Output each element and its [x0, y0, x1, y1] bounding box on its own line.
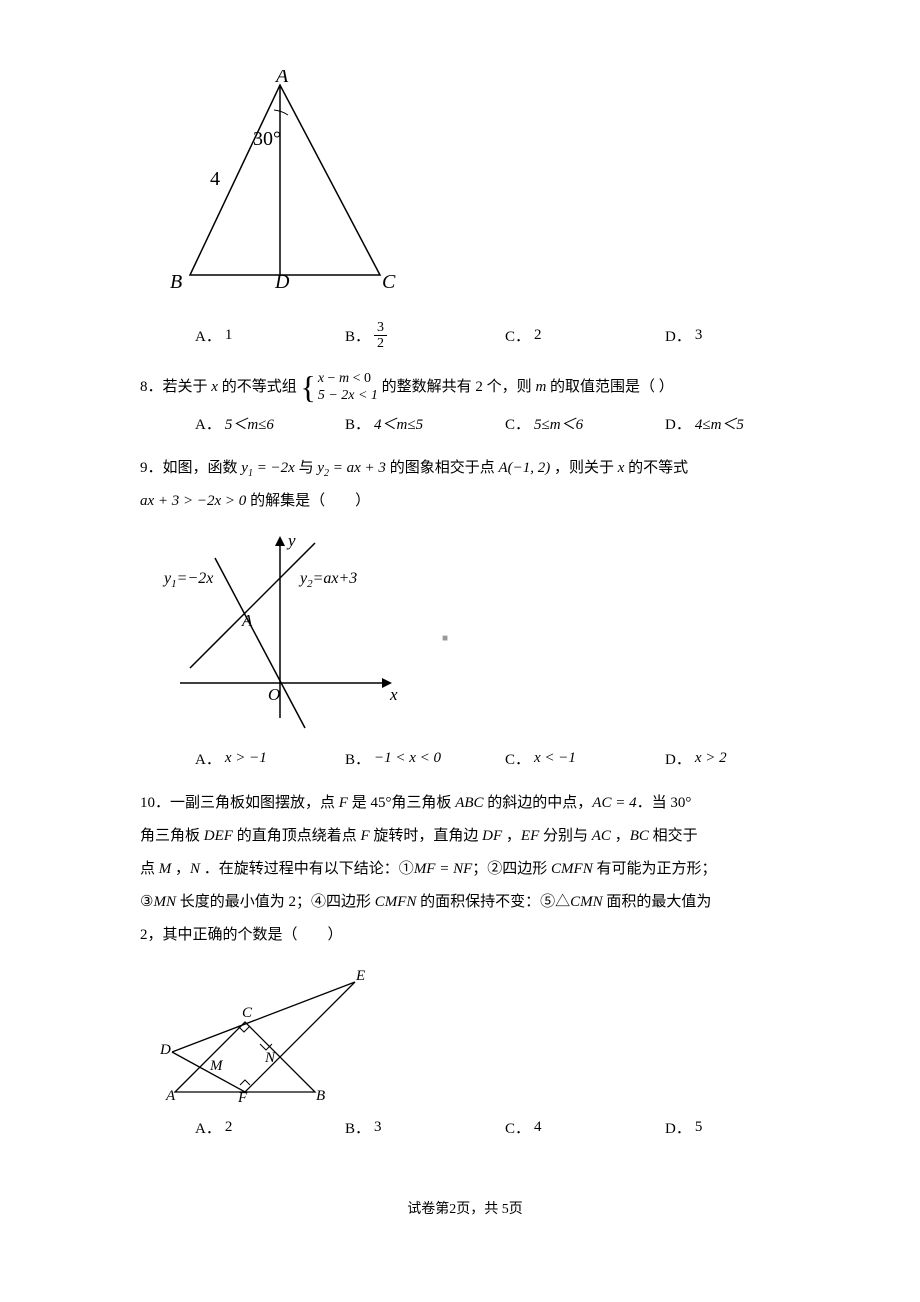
svg-text:N: N [264, 1050, 276, 1066]
q7-option-c: C．2 [505, 320, 665, 352]
q8-option-d: D．4≤m＜5 [665, 413, 744, 434]
q9-option-d: D．x > 2 [665, 748, 727, 769]
q10-figure: A B C D E F M N [160, 962, 790, 1107]
svg-text:A: A [165, 1088, 176, 1102]
q8-option-c: C．5≤m＜6 [505, 413, 665, 434]
svg-text:M: M [209, 1058, 224, 1074]
q7-figure: A B C D 4 30° [160, 70, 790, 310]
q7-option-a: A．1 [195, 320, 345, 352]
svg-text:D: D [160, 1042, 171, 1058]
svg-text:y1=−2x: y1=−2x [162, 570, 213, 590]
svg-text:x: x [389, 685, 398, 704]
svg-text:F: F [237, 1090, 248, 1102]
center-mark: ■ [442, 633, 448, 644]
q8-text: 8．若关于 x 的不等式组 { x − m < 0 5 − 2x < 1 的整数… [140, 370, 790, 405]
q9-text: 9．如图，函数 y1 = −2x 与 y2 = ax + 3 的图象相交于点 A… [140, 452, 790, 518]
svg-text:A: A [241, 611, 253, 630]
q10-text: 10．一副三角板如图摆放，点 F 是 45°角三角板 ABC 的斜边的中点，AC… [140, 787, 790, 952]
svg-text:C: C [242, 1005, 253, 1021]
page-footer: 试卷第2页，共 5页 [140, 1198, 790, 1218]
svg-text:C: C [382, 271, 396, 293]
svg-text:y: y [286, 531, 296, 550]
q9-option-a: A．x > −1 [195, 748, 345, 769]
q9-option-c: C．x < −1 [505, 748, 665, 769]
q7-option-d: D．3 [665, 320, 702, 352]
q9-figure: ■ y x O A y1=−2x y2=ax+3 [160, 528, 790, 738]
q10-options: A．2 B．3 C．4 D．5 [140, 1117, 790, 1138]
svg-text:B: B [316, 1088, 325, 1102]
svg-text:O: O [268, 685, 280, 704]
svg-text:A: A [274, 70, 289, 87]
q8-options: A．5＜m≤6 B．4＜m≤5 C．5≤m＜6 D．4≤m＜5 [140, 413, 790, 434]
q10-option-c: C．4 [505, 1117, 665, 1138]
q10-option-a: A．2 [195, 1117, 345, 1138]
q8-option-a: A．5＜m≤6 [195, 413, 345, 434]
q10-option-b: B．3 [345, 1117, 505, 1138]
q10-option-d: D．5 [665, 1117, 702, 1138]
q7-option-b: B． 32 [345, 320, 505, 352]
q9-option-b: B．−1 < x < 0 [345, 748, 505, 769]
svg-text:30°: 30° [253, 128, 281, 150]
q8-option-b: B．4＜m≤5 [345, 413, 505, 434]
svg-text:4: 4 [210, 168, 220, 190]
svg-text:D: D [274, 271, 290, 293]
q9-options: A．x > −1 B．−1 < x < 0 C．x < −1 D．x > 2 [140, 748, 790, 769]
svg-text:y2=ax+3: y2=ax+3 [298, 570, 357, 590]
svg-text:E: E [355, 968, 365, 984]
svg-text:B: B [170, 271, 182, 293]
q7-options: A．1 B． 32 C．2 D．3 [140, 320, 790, 352]
